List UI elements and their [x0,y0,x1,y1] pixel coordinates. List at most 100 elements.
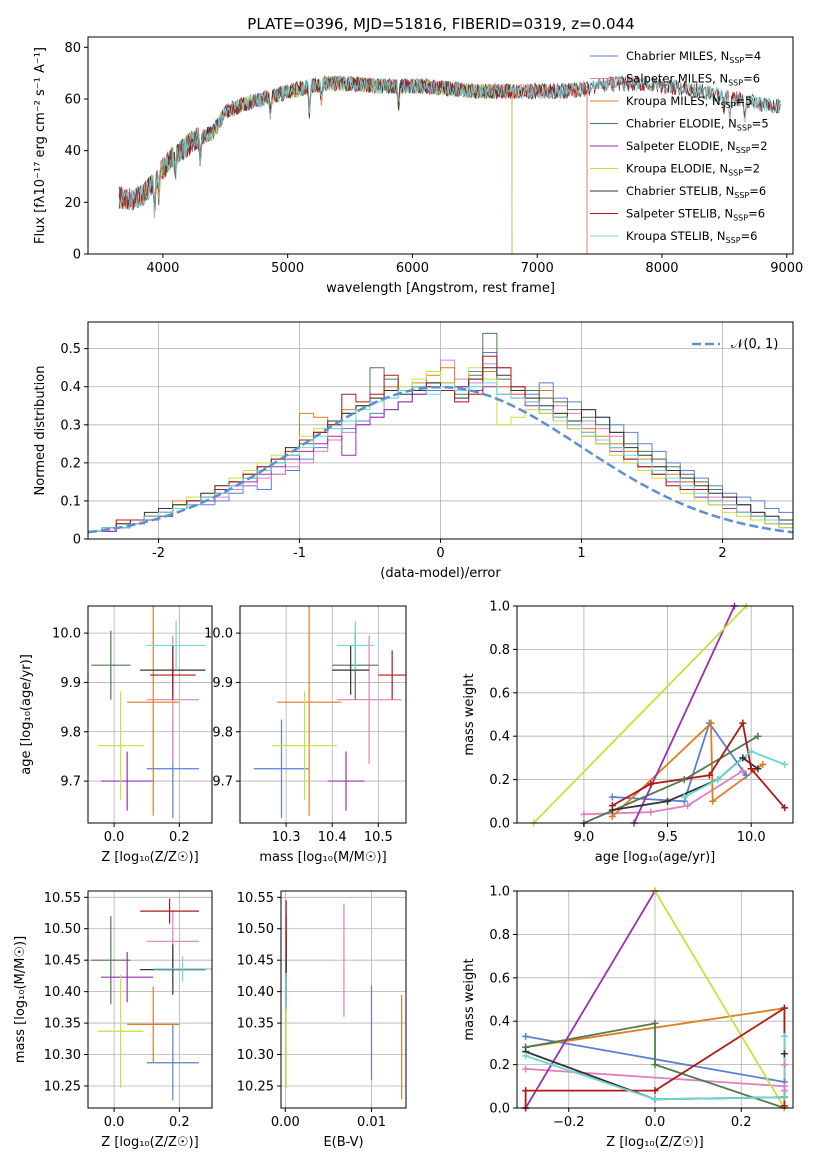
spectrum-line-chabrier-elodie [150,75,513,254]
weight-marker [608,793,616,801]
spectrum-line-kroupa-stelib [118,74,781,217]
panel-age-vs-mass: 10.3 10.4 10.5 9.7 9.8 9.9 10.0 mass [log₁₀(M/M… [204,605,407,865]
weight-line-kroupa-stelib [683,750,785,798]
y-tick-label: 0.5 [60,342,81,357]
x-tick-label: 6000 [396,261,429,276]
x-tick-label: 10.0 [737,830,766,845]
x-axis-label: wavelength [Angstrom, rest frame] [326,281,555,296]
legend-label-text: Chabrier MILES, N [626,49,729,63]
weight-marker [739,719,747,727]
legend-label-subscript: SSP [728,79,743,88]
weight-line-salpeter-elodie [524,891,656,1108]
x-tick-label: 0.2 [169,830,190,845]
y-axis-label: age [log₁₀(age/yr)] [19,654,34,775]
legend-label: Kroupa MILES, NSSP=5 [626,94,752,110]
y-tick-label: 10.0 [204,627,233,642]
y-tick-label: 10.25 [44,1079,81,1094]
plot-area [91,606,206,819]
panel-mass-weight-vs-age: 9.0 9.5 10.0 0.0 0.2 0.4 0.6 0.8 1.0 age [log₁₀(a… [462,600,794,865]
legend-label: Chabrier ELODIE, NSSP=5 [626,117,769,133]
weight-marker [780,1093,788,1101]
x-tick-label: 0 [436,546,444,561]
weight-marker [747,765,755,773]
plot-area [285,900,403,1100]
weight-marker [707,719,715,727]
y-tick-label: 10.55 [237,891,274,906]
y-tick-label: 0.4 [489,730,510,745]
legend-label: Salpeter ELODIE, NSSP=2 [626,139,768,155]
weight-marker [780,1050,788,1058]
y-tick-label: 10.50 [237,922,274,937]
x-axis-label: mass [log₁₀(M/M☉)] [259,850,386,865]
legend-label-subscript: SSP [728,169,743,178]
weight-line-chabrier-elodie [525,1022,785,1108]
y-axis-label: mass weight [462,958,477,1040]
y-tick-label: 0.4 [489,1015,510,1030]
weight-marker [680,776,688,784]
weight-marker [747,747,755,755]
x-tick-label: 10.3 [272,830,301,845]
y-tick-label: 0.1 [60,494,81,509]
x-tick-label: 4000 [146,261,179,276]
y-tick-label: 60 [64,93,81,108]
x-tick-label: 9.0 [574,830,595,845]
y-tick-label: 10.45 [44,954,81,969]
x-axis-label: Z [log₁₀(Z/Z☉)] [101,1135,198,1150]
x-tick-label: 0.0 [645,1115,666,1130]
panel-mass-weight-vs-Z: −0.2 0.0 0.2 0.0 0.2 0.4 0.6 0.8 1.0 Z [log₁₀(Z/Z… [462,885,794,1150]
weight-marker [742,771,750,779]
y-tick-label: 9.7 [60,775,81,790]
weight-marker [647,780,655,788]
legend-label: Chabrier STELIB, NSSP=6 [626,184,766,200]
y-tick-label: 0.4 [60,380,81,395]
legend-label: Chabrier MILES, NSSP=4 [626,49,761,65]
axes-frame [87,36,794,255]
spectrum-line-kroupa-miles [118,74,588,254]
panel-residuals: 𝒩(0, 1) -2 -1 0 1 2 0 0.1 0.2 0.3 0.4 0.5 (data-mode… [33,321,794,581]
weight-marker [705,771,713,779]
legend-label-count: =2 [743,162,760,176]
legend-label: Salpeter MILES, NSSP=6 [626,72,760,88]
y-tick-label: 9.8 [212,725,233,740]
weight-line-kroupa-elodie [533,606,747,823]
legend-label-text: Salpeter MILES, N [626,72,728,86]
y-tick-label: 0.2 [489,773,510,788]
legend-label-text: Salpeter STELIB, N [626,207,733,221]
legend-label-subscript: SSP [729,56,744,65]
y-tick-label: 0.3 [60,418,81,433]
legend-label-subscript: SSP [737,124,752,133]
normal-curve [88,385,793,534]
weight-marker [522,1087,530,1095]
y-axis-label: Flux [fλ10⁻¹⁷ erg cm⁻² s⁻¹ A⁻¹] [33,47,48,244]
legend-label-subscript: SSP [734,191,749,200]
weight-line-kroupa-elodie [654,891,786,1108]
weight-line-salpeter-miles [583,770,744,816]
legend-label-count: =6 [743,72,760,86]
y-tick-label: 10.50 [44,922,81,937]
legend-label-text: Kroupa MILES, N [626,94,721,108]
x-tick-label: 0.01 [357,1115,386,1130]
weight-marker [781,760,789,768]
plot-area [118,74,781,254]
y-tick-label: 9.7 [212,775,233,790]
weight-line-kroupa-miles [611,721,764,818]
weight-marker [754,765,762,773]
y-tick-label: 10.30 [44,1048,81,1063]
y-tick-label: 9.8 [60,725,81,740]
weight-marker [651,1095,659,1103]
y-axis-label: mass [log₁₀(M/M☉)] [13,936,28,1063]
weight-line-salpeter-stelib [611,720,786,809]
y-tick-label: 10.55 [44,891,81,906]
y-tick-label: 10.40 [44,985,81,1000]
y-tick-label: 0.6 [489,971,510,986]
spectrum-line-chabrier-miles [118,75,588,254]
weight-marker [608,812,616,820]
y-tick-label: 10.45 [237,954,274,969]
x-axis-label: E(B-V) [323,1135,363,1150]
x-tick-label: 10.4 [318,830,347,845]
axes-frame [516,605,794,824]
legend-label-subscript: SSP [736,146,751,155]
panel-age-vs-Z: 0.0 0.2 9.7 9.8 9.9 10.0 Z [log₁₀(Z/Z☉)] age [l… [19,605,213,865]
